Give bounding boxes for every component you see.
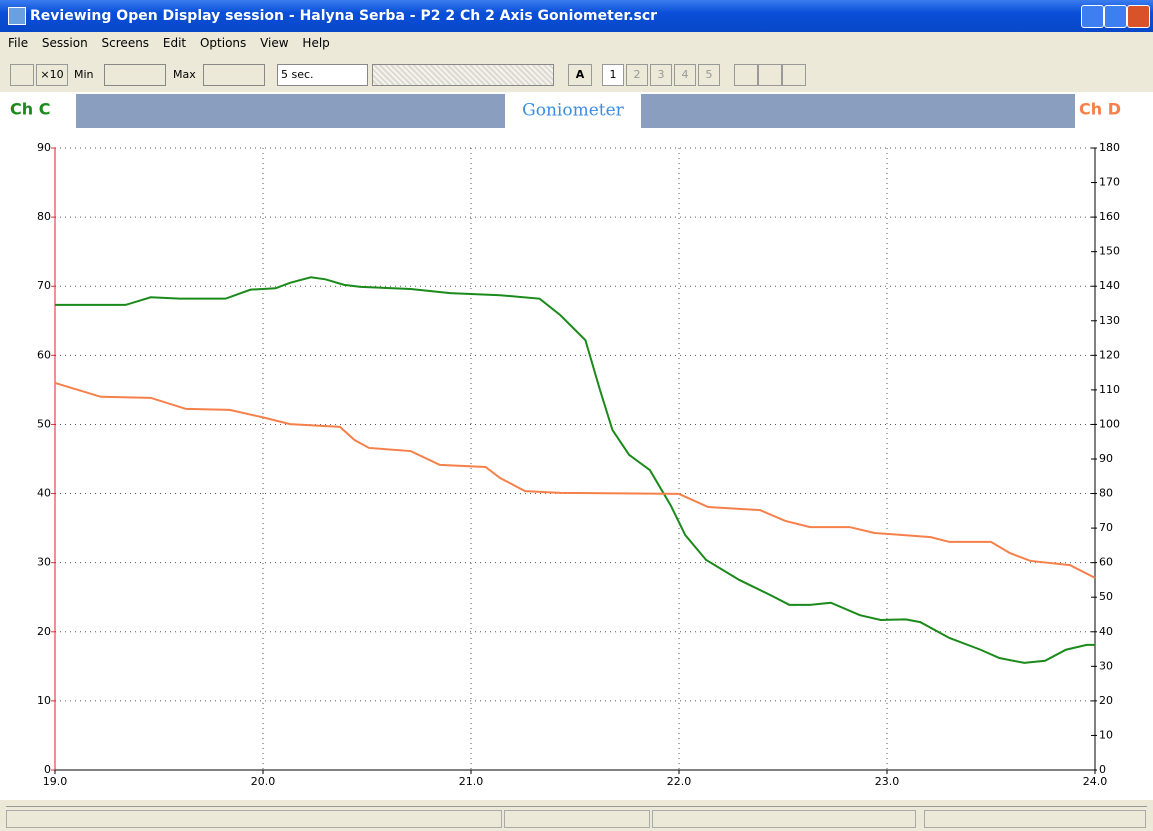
y2-tick-label: 110 — [1099, 383, 1120, 396]
plot-background — [0, 92, 1153, 800]
x-tick-label: 24.0 — [1083, 775, 1108, 788]
y2-tick-label: 70 — [1099, 521, 1113, 534]
screen-button[interactable]: 3 — [650, 64, 672, 86]
y-tick-label: 60 — [37, 348, 51, 361]
y2-tick-label: 160 — [1099, 210, 1120, 223]
chart-title: Goniometer — [522, 101, 625, 121]
y-tick-label: 80 — [37, 210, 51, 223]
left-channel-label: Ch C — [10, 100, 50, 119]
series-line — [55, 276, 1095, 664]
right-channel-label: Ch D — [1079, 100, 1121, 119]
y-tick-label: 50 — [37, 417, 51, 430]
menu-item[interactable]: File — [8, 36, 29, 50]
menu-item[interactable]: Session — [41, 36, 88, 50]
window-title: Reviewing Open Display session - Halyna … — [30, 8, 658, 24]
x-tick-label: 20.0 — [251, 775, 276, 788]
minimize-button[interactable] — [1081, 5, 1104, 28]
x-tick-label: 21.0 — [459, 775, 484, 788]
y2-tick-label: 0 — [1099, 763, 1106, 776]
maximize-button[interactable] — [1104, 5, 1127, 28]
x-tick-label: 19.0 — [43, 775, 68, 788]
y2-tick-label: 120 — [1099, 348, 1120, 361]
y2-tick-label: 50 — [1099, 590, 1113, 603]
timebase-select[interactable]: 5 sec. — [277, 64, 368, 86]
series-line — [54, 382, 1096, 579]
undo-button[interactable] — [782, 64, 806, 86]
screen-button[interactable]: 2 — [626, 64, 648, 86]
scroll-bar[interactable] — [372, 64, 554, 86]
y2-tick-label: 150 — [1099, 245, 1120, 258]
title-box — [505, 94, 641, 128]
title-bar: Reviewing Open Display session - Halyna … — [0, 0, 1153, 32]
status-pane — [652, 810, 916, 828]
y-tick-label: 90 — [37, 141, 51, 154]
y-tick-label: 40 — [37, 487, 51, 500]
close-button[interactable] — [1127, 5, 1150, 28]
toolbar: ×10 Min Max 5 sec. A 1 2 3 4 5 — [0, 60, 1153, 90]
status-pane — [6, 810, 502, 828]
y2-tick-label: 140 — [1099, 279, 1120, 292]
auto-button[interactable]: A — [568, 64, 592, 86]
max-field[interactable] — [203, 64, 265, 86]
menu-bar: File Session Screens Edit Options View H… — [0, 36, 332, 56]
y2-tick-label: 40 — [1099, 625, 1113, 638]
min-field[interactable] — [104, 64, 166, 86]
menu-item[interactable]: Options — [199, 36, 247, 50]
y-tick-label: 30 — [37, 556, 51, 569]
screen-button[interactable]: 4 — [674, 64, 696, 86]
y2-tick-label: 80 — [1099, 487, 1113, 500]
min-label: Min — [74, 68, 94, 81]
y2-tick-label: 60 — [1099, 556, 1113, 569]
menu-item[interactable]: Help — [302, 36, 330, 50]
status-pane — [924, 810, 1146, 828]
y2-tick-label: 10 — [1099, 728, 1113, 741]
y2-tick-label: 20 — [1099, 694, 1113, 707]
menu-item[interactable]: Edit — [162, 36, 187, 50]
y2-tick-label: 170 — [1099, 176, 1120, 189]
chart: Goniometer Ch C Ch D 0 10 20 30 40 50 60 70 80 90… — [0, 92, 1153, 800]
zoom-button[interactable]: ×10 — [36, 64, 68, 86]
max-label: Max — [173, 68, 196, 81]
print-button[interactable] — [734, 64, 758, 86]
x-tick-label: 23.0 — [875, 775, 900, 788]
cursor-button[interactable] — [10, 64, 34, 86]
y-tick-label: 20 — [37, 625, 51, 638]
screen-button[interactable]: 1 — [602, 64, 624, 86]
app-icon — [8, 7, 26, 25]
status-bar — [6, 806, 1147, 828]
y-tick-label: 0 — [44, 763, 51, 776]
calc-button[interactable] — [758, 64, 782, 86]
y-tick-label: 10 — [37, 694, 51, 707]
x-tick-label: 22.0 — [667, 775, 692, 788]
menu-item[interactable]: Screens — [101, 36, 150, 50]
menu-item[interactable]: View — [260, 36, 289, 50]
y2-tick-label: 100 — [1099, 417, 1120, 430]
y2-tick-label: 180 — [1099, 141, 1120, 154]
y2-tick-label: 30 — [1099, 659, 1113, 672]
y2-tick-label: 130 — [1099, 314, 1120, 327]
status-pane — [504, 810, 650, 828]
y-tick-label: 70 — [37, 279, 51, 292]
y2-tick-label: 90 — [1099, 452, 1113, 465]
screen-button[interactable]: 5 — [698, 64, 720, 86]
